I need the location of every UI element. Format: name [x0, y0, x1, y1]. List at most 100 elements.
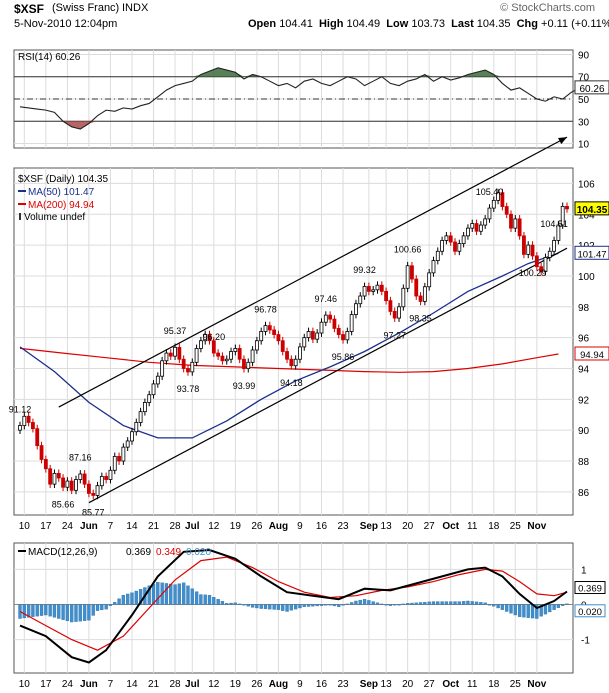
macd-x-tick-label: Jun — [80, 679, 98, 690]
price-x-tick-label: 9 — [297, 521, 303, 532]
instrument-name: (Swiss Franc) — [52, 2, 120, 14]
macd-histogram-bar — [130, 592, 134, 605]
macd-histogram-bar — [367, 600, 371, 605]
candle-body — [121, 446, 126, 462]
candle-body — [147, 394, 152, 403]
macd-histogram-bar — [522, 604, 526, 618]
macd-legend-macd: 0.369 — [126, 547, 151, 558]
candle-body — [466, 227, 470, 237]
macd-histogram-bar — [548, 604, 552, 613]
macd-histogram-bar — [190, 588, 194, 605]
candle-body — [345, 331, 350, 341]
macd-histogram-bar — [44, 604, 48, 616]
candle-body — [276, 334, 281, 342]
macd-histogram-bar — [427, 601, 431, 605]
candle-body — [48, 468, 53, 485]
candle-body — [418, 295, 423, 302]
candle-body — [435, 250, 440, 261]
macd-histogram-bar — [74, 604, 78, 622]
macd-histogram-bar — [535, 604, 539, 619]
macd-histogram-bar — [539, 604, 543, 617]
macd-histogram-bar — [39, 604, 44, 616]
candle-body — [233, 348, 238, 352]
quote-values: Open 104.41 High 104.49 Low 103.73 Last … — [248, 18, 609, 30]
macd-histogram-bar — [268, 604, 272, 610]
macd-current-box — [574, 581, 606, 595]
price-annotation: 98.35 — [409, 314, 432, 324]
macd-histogram-bar — [87, 604, 91, 621]
macd-histogram-bar — [22, 604, 26, 619]
macd-histogram-bar — [393, 604, 397, 606]
high-label: High — [318, 18, 344, 30]
candle-body — [509, 213, 513, 229]
rsi-tick-label: 50 — [578, 95, 590, 106]
candle-body — [526, 244, 531, 255]
macd-histogram-bar — [410, 602, 414, 605]
candle-body — [453, 241, 457, 252]
watermark[interactable]: © StockCharts.com — [500, 2, 595, 14]
candle-body — [410, 265, 414, 280]
candle-body — [289, 358, 294, 367]
candle-body — [513, 218, 518, 229]
candle-body — [242, 358, 246, 370]
candle-body — [263, 325, 268, 332]
candle-body — [371, 289, 376, 292]
candle-body — [138, 411, 143, 423]
macd-histogram-bar — [311, 604, 315, 607]
candle-body — [422, 286, 427, 302]
macd-legend-title: MACD(12,26,9) — [28, 547, 97, 558]
macd-histogram-bar — [405, 603, 410, 605]
candle-body — [328, 314, 333, 320]
candle-body — [229, 351, 233, 360]
macd-histogram-bar — [436, 601, 440, 605]
macd-histogram-bar — [500, 604, 505, 610]
candle-body — [177, 346, 182, 360]
macd-histogram-bar — [203, 594, 207, 605]
candle-body — [384, 290, 389, 302]
price-current-box — [574, 201, 609, 216]
candle-body — [302, 337, 307, 348]
candle-body — [91, 493, 96, 496]
macd-histogram-bar — [453, 601, 457, 605]
candle-body — [108, 469, 113, 480]
candle-body — [375, 284, 380, 291]
macd-histogram-bar — [246, 604, 250, 607]
price-annotation: 95.86 — [332, 352, 355, 362]
candle-body — [52, 472, 57, 485]
macd-histogram-bar — [349, 602, 354, 605]
candle-body — [401, 287, 406, 308]
price-tick-label: 104 — [578, 210, 595, 221]
candle-body — [61, 477, 65, 488]
candle-body — [186, 368, 190, 373]
macd-histogram-bar — [61, 604, 65, 620]
macd-histogram-bar — [517, 604, 522, 617]
candle-body — [250, 349, 255, 363]
last-label: Last — [451, 18, 474, 30]
candle-body — [69, 480, 74, 491]
candle-body — [341, 334, 345, 341]
candle-body — [388, 300, 393, 312]
candle-body — [539, 266, 544, 272]
candle-body — [336, 327, 341, 335]
macd-histogram-bar — [220, 601, 225, 605]
channel-arrow-head — [558, 137, 567, 145]
candle-body — [104, 476, 109, 480]
macd-x-tick-label: 23 — [337, 679, 349, 690]
candle-body — [483, 218, 488, 226]
price-current-value: 104.35 — [577, 205, 608, 216]
macd-signal-line — [19, 556, 568, 651]
macd-histogram-bar — [104, 604, 108, 610]
volume-legend: Volume undef — [24, 212, 85, 223]
macd-histogram-bar — [259, 604, 263, 609]
channel-upper-line — [58, 136, 568, 408]
price-annotation: 97.27 — [383, 330, 406, 340]
candle-body — [181, 358, 186, 369]
macd-x-tick-label: 18 — [488, 679, 500, 690]
macd-x-tick-label: 7 — [108, 679, 114, 690]
candle-body — [319, 321, 324, 334]
price-x-tick-label: 7 — [108, 521, 114, 532]
macd-histogram-bar — [479, 602, 483, 605]
price-annotation: 91.12 — [9, 404, 32, 414]
candle-body — [487, 207, 492, 220]
